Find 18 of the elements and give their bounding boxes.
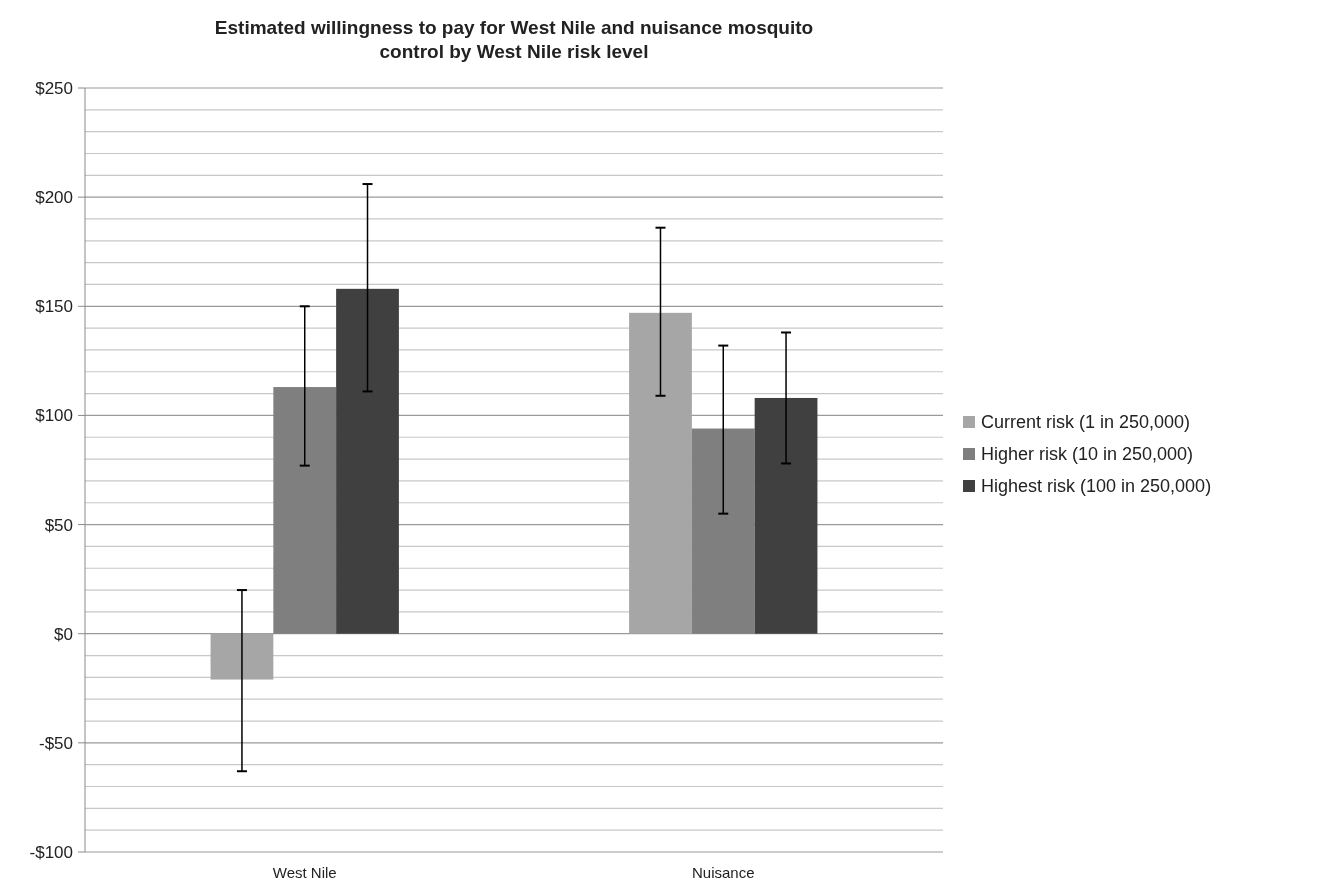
y-tick-label: $150 xyxy=(35,297,73,317)
bar xyxy=(336,288,399,634)
x-tick-label: Nuisance xyxy=(691,864,755,881)
chart-title: Estimated willingness to pay for West Nile and nuisance mosquito control by West Nile risk level xyxy=(214,17,814,62)
y-tick-label: $50 xyxy=(44,515,73,535)
bar xyxy=(273,387,337,634)
y-tick-label: -$50 xyxy=(38,733,73,753)
y-tick-label: -$100 xyxy=(29,842,73,862)
legend-label: Current risk (1 in 250,000) xyxy=(981,412,1191,433)
bar xyxy=(691,428,755,634)
legend-label: Higher risk (10 in 250,000) xyxy=(981,444,1194,465)
y-tick-label: $100 xyxy=(35,406,73,426)
legend-label: Highest risk (100 in 250,000) xyxy=(981,476,1212,497)
bar xyxy=(754,397,818,634)
y-tick-label: $0 xyxy=(54,624,73,644)
y-tick-label: $250 xyxy=(35,78,73,98)
y-tick-label: $200 xyxy=(35,188,73,208)
x-tick-label: West Nile xyxy=(272,864,337,881)
